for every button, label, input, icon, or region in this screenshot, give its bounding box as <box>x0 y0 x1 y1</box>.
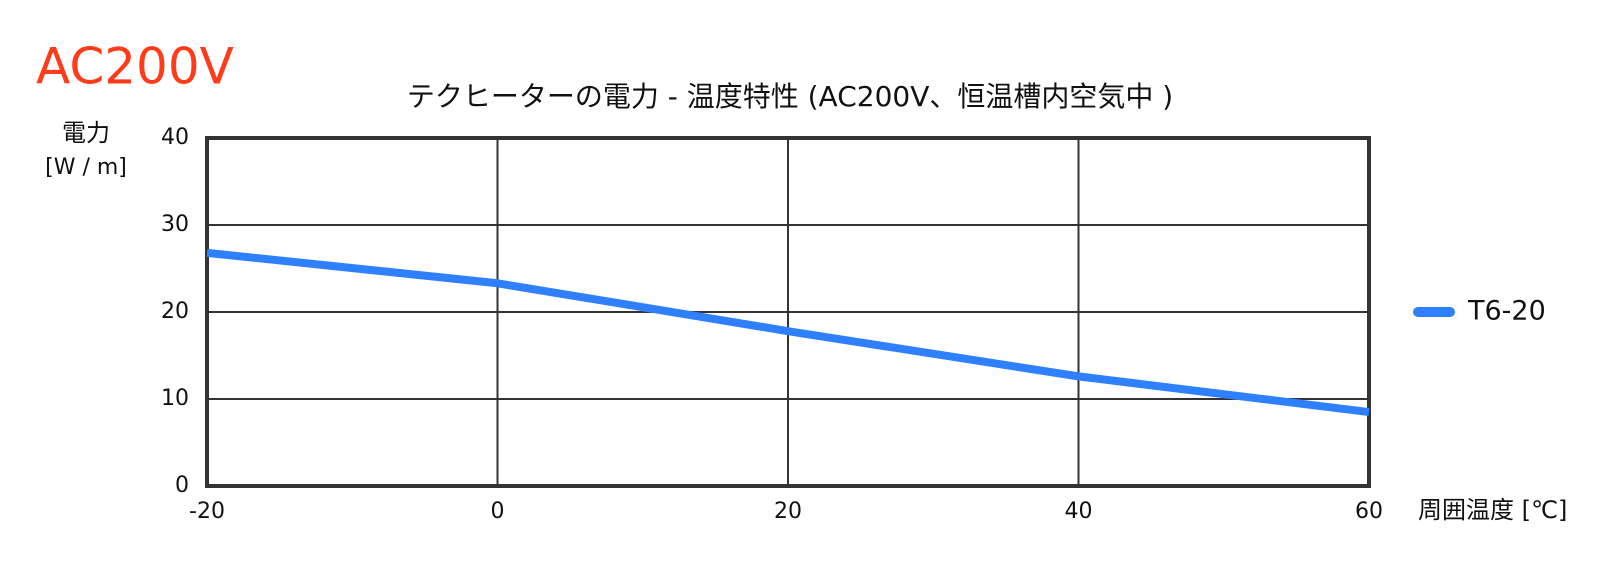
x-axis-label: 周囲温度 [℃] <box>1418 496 1567 524</box>
y-axis-unit: [W / m] <box>45 155 127 180</box>
x-tick-label: 0 <box>491 499 505 524</box>
y-tick-label: 10 <box>161 386 189 411</box>
chart-title: テクヒーターの電力 - 温度特性 (AC200V、恒温槽内空気中 ) <box>407 80 1173 113</box>
x-tick-label: 60 <box>1355 499 1383 524</box>
y-tick-label: 0 <box>175 473 189 498</box>
x-tick-label: -20 <box>189 499 225 524</box>
x-tick-label: 20 <box>774 499 802 524</box>
x-tick-label: 40 <box>1065 499 1093 524</box>
y-tick-label: 20 <box>161 299 189 324</box>
data-line <box>206 248 1370 417</box>
y-axis-label: 電力 <box>62 119 110 147</box>
plot-frame <box>205 136 1371 488</box>
y-tick-label: 40 <box>161 125 189 150</box>
y-tick-label: 30 <box>161 212 189 237</box>
legend-label: T6-20 <box>1467 296 1546 327</box>
badge: AC200V <box>36 38 234 96</box>
